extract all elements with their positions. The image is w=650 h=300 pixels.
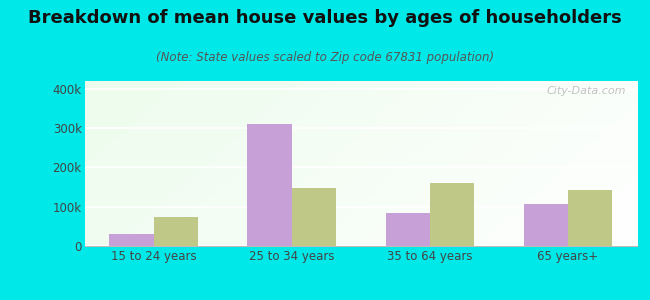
Text: Breakdown of mean house values by ages of householders: Breakdown of mean house values by ages o… (28, 9, 622, 27)
Text: City-Data.com: City-Data.com (547, 86, 626, 96)
Bar (430, 183, 474, 246)
Bar (248, 124, 292, 246)
Bar (292, 188, 336, 246)
Bar (385, 213, 430, 246)
Bar (524, 204, 568, 246)
Bar (568, 190, 612, 246)
Bar (109, 234, 153, 246)
Text: (Note: State values scaled to Zip code 67831 population): (Note: State values scaled to Zip code 6… (156, 51, 494, 64)
Bar (153, 217, 198, 246)
Legend: Zip code 67831, Kansas: Zip code 67831, Kansas (247, 298, 474, 300)
